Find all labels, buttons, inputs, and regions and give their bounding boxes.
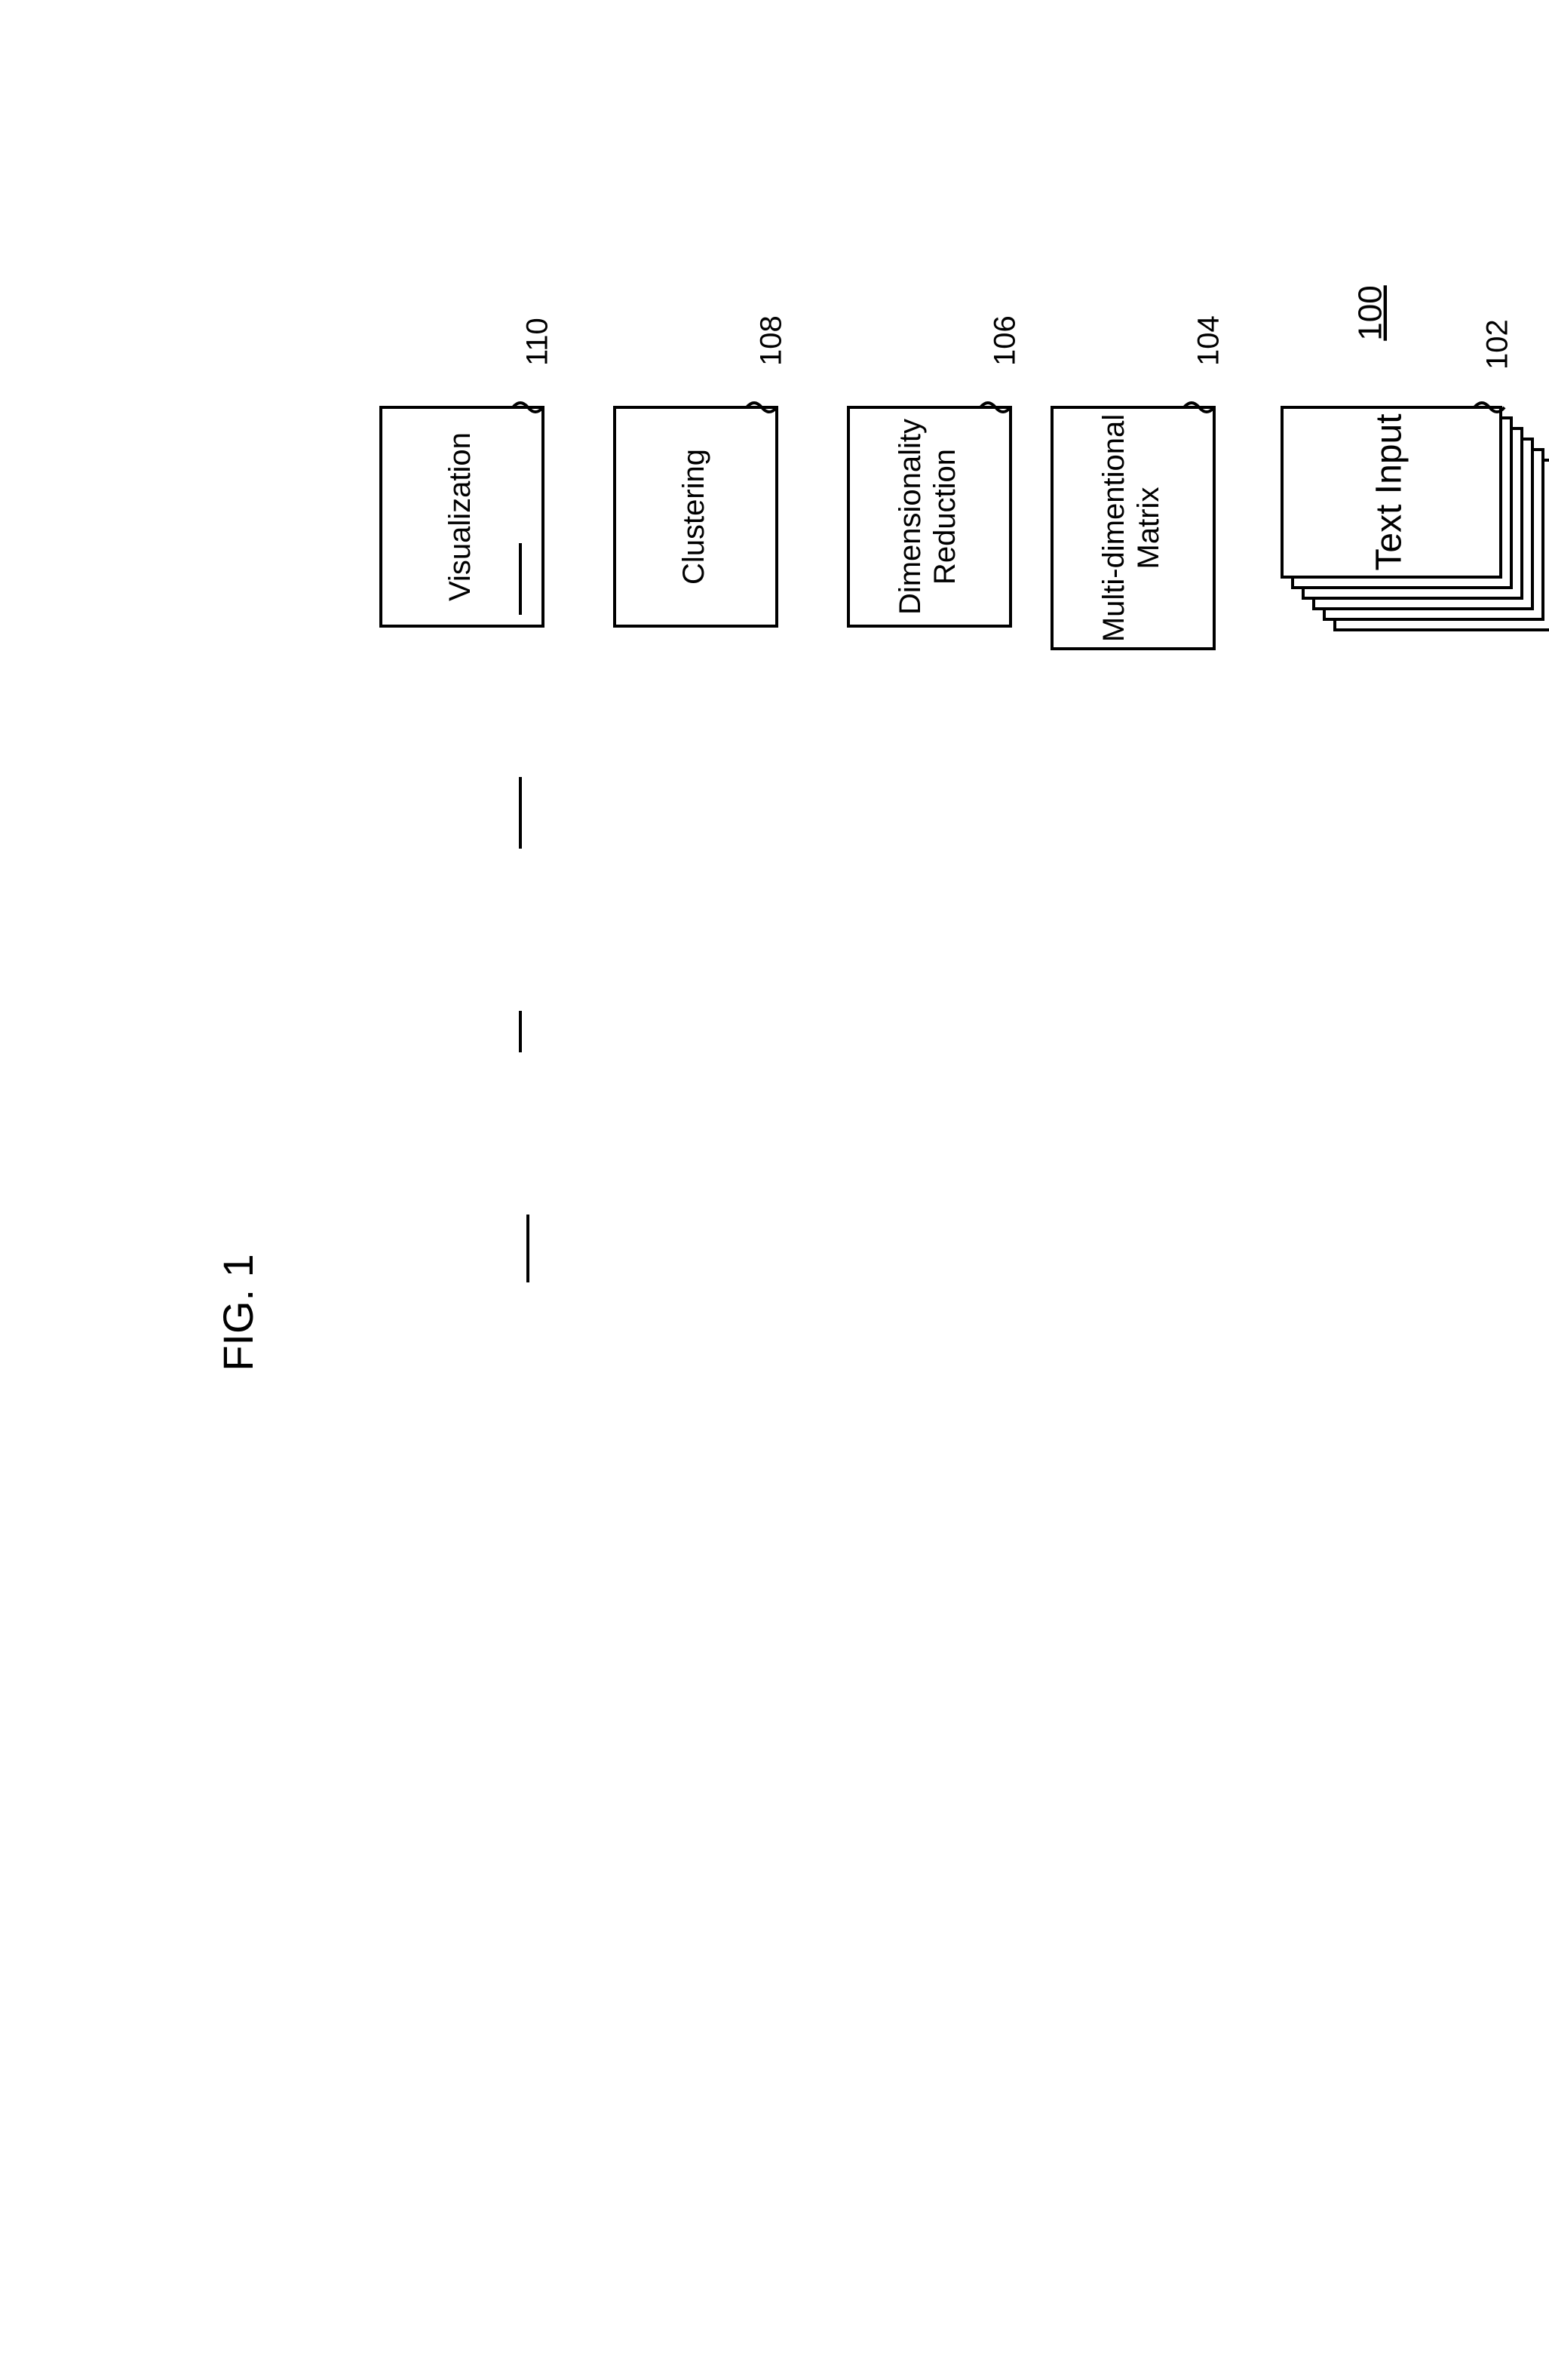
node-dimreduce-label: Dimensionality: [894, 419, 927, 615]
ref-label-104: 104: [1192, 315, 1225, 366]
figure-label: FIG. 1: [214, 1254, 262, 1371]
node-matrix-label: Multi-dimentional: [1097, 414, 1130, 642]
node-matrix-label: Matrix: [1132, 487, 1165, 570]
ref-label-102: 102: [1481, 319, 1514, 370]
ref-label-110: 110: [521, 318, 554, 366]
ref-label-108: 108: [755, 315, 788, 366]
node-clustering-label: Clustering: [677, 449, 710, 585]
node-text-input-label: Text Input: [1370, 413, 1409, 570]
figure-reference-number: 100: [1352, 285, 1389, 340]
node-dimreduce-label: Reduction: [928, 449, 962, 585]
node-text-input: [1282, 407, 1549, 630]
node-visualization-label: Visualization: [443, 432, 477, 601]
ref-label-106: 106: [989, 315, 1022, 366]
